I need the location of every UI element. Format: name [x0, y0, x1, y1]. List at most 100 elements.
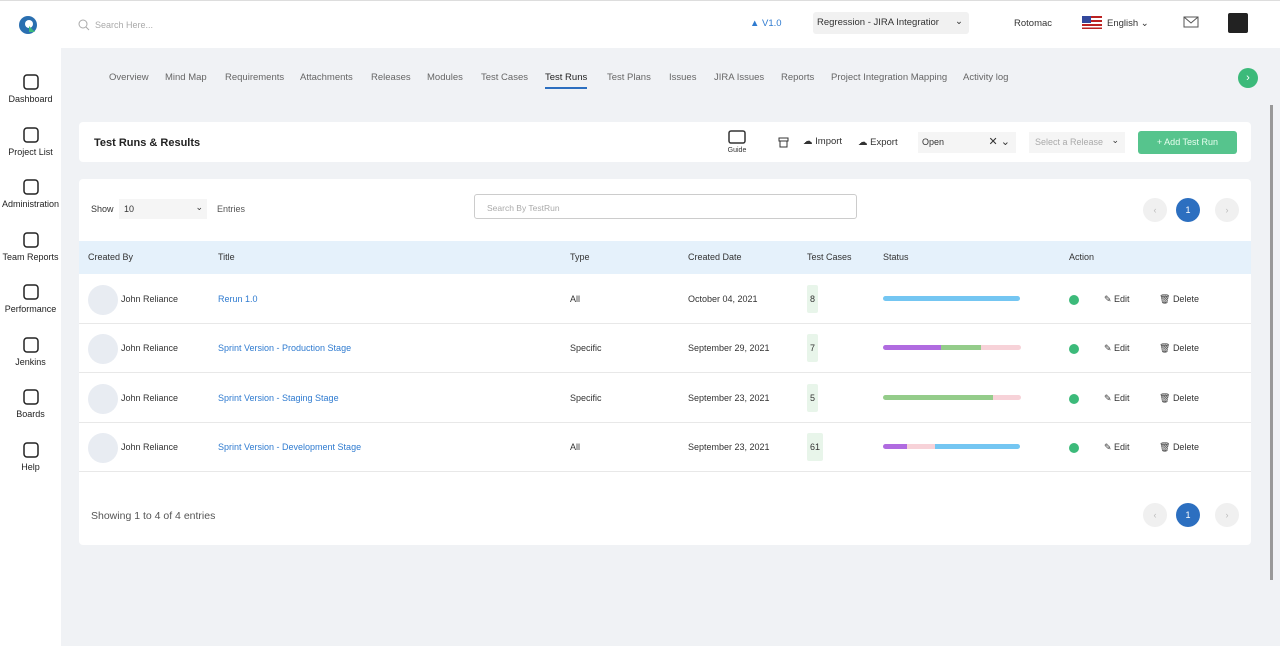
- tab[interactable]: Activity log: [963, 72, 1009, 83]
- flag: [1082, 16, 1102, 29]
- clear-caret: ✕ ⌄: [988, 136, 1011, 148]
- user-avatar: [88, 383, 118, 414]
- column-header[interactable]: Test Cases: [807, 252, 852, 262]
- nav-icon: [22, 231, 39, 248]
- nav-icon: [22, 284, 39, 300]
- run-button[interactable]: [1069, 393, 1079, 404]
- entries-label: Entries: [217, 204, 246, 214]
- release-select[interactable]: Select a Release ⌄: [1029, 132, 1125, 153]
- entries-value: 10: [124, 204, 135, 214]
- status-filter-value: Open: [922, 137, 945, 147]
- edit-label: Edit: [1114, 294, 1130, 304]
- created-by: John Reliance: [121, 441, 179, 452]
- status-segment: [883, 345, 941, 351]
- archive-icon[interactable]: [778, 137, 789, 148]
- project-select[interactable]: Regression - JIRA Integratior ⌄: [813, 12, 969, 34]
- tab[interactable]: Test Plans: [607, 72, 651, 83]
- tab[interactable]: Project Integration Mapping: [831, 72, 948, 83]
- created-by: John Reliance: [121, 294, 179, 304]
- column-header[interactable]: Created By: [88, 252, 134, 262]
- column-header[interactable]: Type: [570, 252, 590, 262]
- prev-page[interactable]: ‹: [1143, 198, 1167, 222]
- tab[interactable]: Attachments: [300, 72, 353, 83]
- prev-page[interactable]: ‹: [1143, 503, 1167, 527]
- row-divider: [79, 323, 1251, 324]
- language[interactable]: English ⌄: [1107, 18, 1149, 29]
- nav-item[interactable]: Team Reports: [0, 230, 61, 262]
- user-name[interactable]: Rotomac: [1014, 18, 1053, 29]
- edit-button[interactable]: ✎ Edit: [1104, 392, 1130, 403]
- status-filter[interactable]: Open ✕ ⌄: [918, 132, 1016, 153]
- delete-button[interactable]: 🗑 Delete: [1159, 343, 1199, 354]
- show-label: Show: [91, 204, 114, 214]
- tab[interactable]: Modules: [427, 72, 463, 83]
- language-text: English: [1107, 18, 1139, 29]
- scrollbar[interactable]: [1270, 105, 1273, 580]
- version[interactable]: ▲ V1.0: [750, 18, 782, 29]
- tab[interactable]: Mind Map: [165, 72, 207, 83]
- entries-select[interactable]: 10 ⌄: [119, 199, 207, 219]
- delete-button[interactable]: 🗑 Delete: [1159, 441, 1199, 452]
- column-header: Status: [883, 252, 909, 262]
- table-card: [79, 179, 1251, 545]
- nav-item[interactable]: Boards: [0, 387, 61, 419]
- nav-label: Performance: [4, 304, 57, 314]
- page-number[interactable]: 1: [1176, 503, 1200, 527]
- title-link[interactable]: Sprint Version - Production Stage: [218, 343, 352, 354]
- delete-button[interactable]: 🗑 Delete: [1159, 392, 1199, 403]
- delete-button[interactable]: 🗑 Delete: [1159, 294, 1199, 304]
- title-link[interactable]: Rerun 1.0: [218, 294, 258, 304]
- edit-button[interactable]: ✎ Edit: [1104, 441, 1130, 452]
- created-date: October 04, 2021: [688, 294, 758, 304]
- title-link[interactable]: Sprint Version - Staging Stage: [218, 392, 339, 403]
- column-header[interactable]: Created Date: [688, 252, 742, 262]
- tab[interactable]: Reports: [781, 72, 815, 83]
- test-case-count: 61: [807, 432, 824, 461]
- tab[interactable]: JIRA Issues: [714, 72, 765, 83]
- title-link[interactable]: Sprint Version - Development Stage: [218, 441, 362, 452]
- status-segment: [941, 345, 981, 351]
- expand-button[interactable]: ›: [1238, 68, 1258, 88]
- table-search[interactable]: Search By TestRun: [474, 194, 857, 219]
- run-button[interactable]: [1069, 344, 1079, 355]
- guide-button[interactable]: Guide: [726, 130, 748, 154]
- nav-item[interactable]: Performance: [0, 282, 61, 314]
- delete-label: Delete: [1172, 294, 1199, 304]
- nav-item[interactable]: Help: [0, 440, 61, 472]
- run-button[interactable]: [1069, 442, 1079, 453]
- nav-item[interactable]: Project List: [0, 125, 61, 157]
- nav-item[interactable]: Jenkins: [0, 335, 61, 367]
- tab[interactable]: Requirements: [225, 72, 285, 83]
- tab[interactable]: Overview: [109, 72, 149, 83]
- status-segment: [993, 394, 1021, 400]
- add-test-run-button[interactable]: + Add Test Run: [1138, 131, 1237, 154]
- column-header[interactable]: Title: [218, 252, 235, 262]
- edit-button[interactable]: ✎ Edit: [1104, 343, 1130, 354]
- next-page[interactable]: ›: [1215, 503, 1239, 527]
- tab[interactable]: Test Cases: [481, 72, 528, 83]
- nav-item[interactable]: Dashboard: [0, 72, 61, 104]
- search-input[interactable]: Search Here...: [95, 20, 154, 30]
- edit-label: Edit: [1114, 441, 1130, 452]
- tab[interactable]: Test Runs: [545, 72, 588, 89]
- logo[interactable]: [18, 15, 38, 35]
- page-number[interactable]: 1: [1176, 198, 1200, 222]
- edit-button[interactable]: ✎ Edit: [1104, 294, 1130, 304]
- import-button[interactable]: ☁ Import: [803, 136, 843, 147]
- row-divider: [79, 470, 1251, 472]
- created-date: September 23, 2021: [688, 392, 770, 403]
- tab[interactable]: Issues: [669, 72, 697, 83]
- caret: ⌄: [955, 16, 963, 27]
- run-button[interactable]: [1069, 295, 1079, 305]
- type: Specific: [570, 343, 602, 354]
- avatar[interactable]: [1228, 13, 1248, 33]
- mail-icon[interactable]: [1183, 16, 1199, 28]
- toolbar: Test Runs & Results Guide ☁ Import ☁ Exp…: [79, 122, 1251, 162]
- nav-item[interactable]: Administration: [0, 177, 61, 209]
- next-page[interactable]: ›: [1215, 198, 1239, 222]
- tab[interactable]: Releases: [371, 72, 411, 83]
- export-button[interactable]: ☁ Export: [858, 137, 898, 148]
- nav-label: Dashboard: [8, 94, 53, 104]
- test-case-count: 8: [807, 285, 819, 313]
